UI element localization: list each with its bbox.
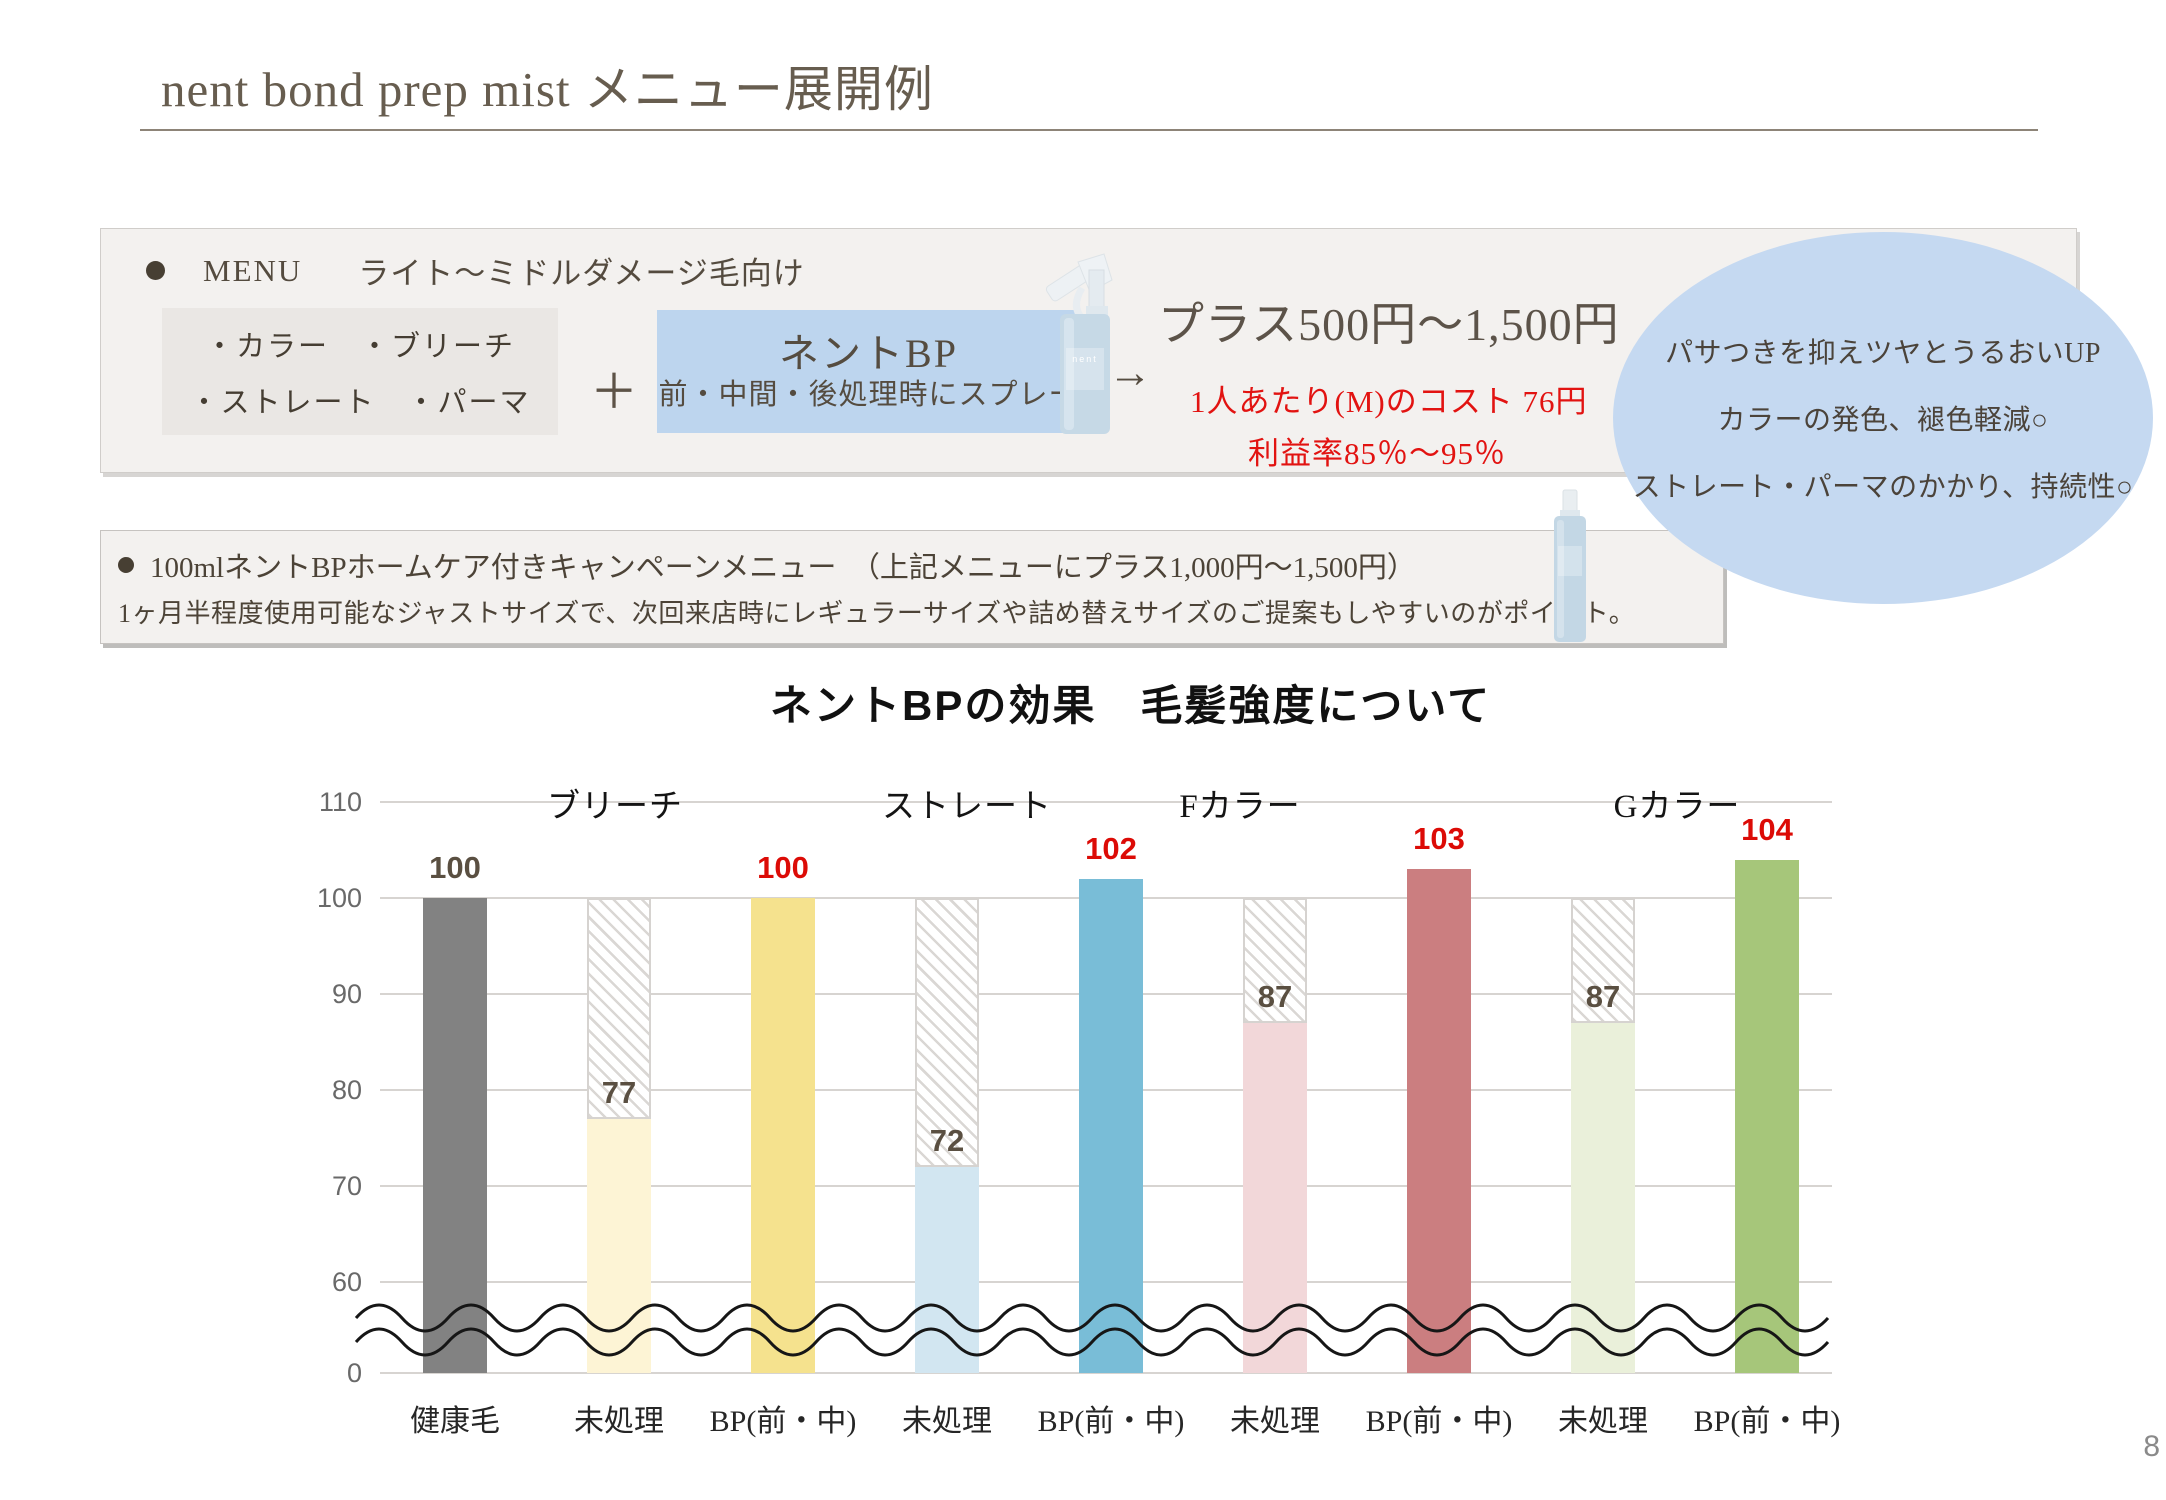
campaign-line-1-row: 100mlネントBPホームケア付きキャンペーンメニュー （上記メニューにプラス1… (118, 544, 1416, 586)
plus-sign: ＋ (590, 366, 639, 419)
y-axis-tick-label: 90 (331, 979, 362, 1009)
chart-bar (587, 1118, 651, 1373)
y-axis-tick-label: 110 (318, 787, 362, 817)
bar-value-label: 87 (1257, 978, 1293, 1014)
chart-bar (1407, 869, 1471, 1373)
x-axis-category-label: 健康毛 (410, 1405, 500, 1438)
x-axis-category-label: 未処理 (902, 1405, 992, 1438)
chart-bar (1243, 1022, 1307, 1373)
arrow-icon: → (1108, 348, 1152, 397)
chart-group-label: ストレート (882, 789, 1052, 825)
x-axis-category-label: BP(前・中) (1037, 1405, 1185, 1438)
menu-heading: MENU (203, 252, 303, 288)
y-axis-tick-label: 100 (316, 883, 362, 913)
y-axis-tick-label: 60 (331, 1267, 362, 1297)
x-axis-category-label: BP(前・中) (709, 1405, 857, 1438)
chart-bar-hatched-loss (1243, 898, 1307, 1023)
y-axis-tick-label: 0 (346, 1358, 362, 1388)
menu-heading-note: ライト～ミドルダメージ毛向け (358, 256, 805, 291)
product-usage: 前・中間・後処理時にスプレー (658, 378, 1079, 411)
title-underline (140, 129, 2038, 131)
gridline (380, 1372, 1832, 1374)
svg-text:nent: nent (1072, 354, 1098, 364)
page-title: nent bond prep mist メニュー展開例 (161, 62, 934, 117)
bar-value-label: 100 (429, 850, 481, 885)
cost-note: 1人あたり(M)のコスト 76円 (1190, 384, 1588, 419)
services-line-1: ・カラー ・ブリーチ (204, 330, 515, 363)
x-axis-category-label: BP(前・中) (1365, 1405, 1513, 1438)
bar-value-label: 87 (1585, 978, 1621, 1014)
bullet-icon (146, 261, 165, 280)
x-axis-category-label: 未処理 (574, 1405, 664, 1438)
chart-bar-hatched-loss (915, 898, 979, 1167)
chart-bar-hatched-loss (1571, 898, 1635, 1023)
product-box: ネントBP 前・中間・後処理時にスプレー (657, 310, 1080, 433)
bar-value-label: 72 (929, 1122, 965, 1158)
y-axis-tick-label: 70 (331, 1171, 362, 1201)
benefit-line-1: パサつきを抑えツヤとうるおいUP (1665, 338, 2101, 369)
profit-note: 利益率85％～95％ (1248, 436, 1506, 471)
benefit-bubble: パサつきを抑えツヤとうるおいUP カラーの発色、褪色軽減○ ストレート・パーマの… (1613, 232, 2153, 604)
x-axis-category-label: 未処理 (1230, 1405, 1320, 1438)
chart-group-label: Gカラー (1613, 789, 1741, 825)
chart-bar-hatched-loss (587, 898, 651, 1119)
bar-value-label: 103 (1413, 821, 1465, 857)
chart-group-label: ブリーチ (547, 789, 683, 825)
chart-bar (1571, 1022, 1635, 1373)
product-name: ネントBP (779, 330, 958, 376)
bar-value-label: 104 (1741, 811, 1793, 847)
benefit-line-2: カラーの発色、褪色軽減○ (1717, 405, 2049, 436)
campaign-box (100, 530, 1724, 644)
x-axis-category-label: BP(前・中) (1693, 1405, 1841, 1438)
bar-value-label: 102 (1085, 830, 1137, 866)
chart-bar (751, 898, 815, 1373)
benefit-line-3: ストレート・パーマのかかり、持続性○ (1632, 472, 2134, 503)
services-box: ・カラー ・ブリーチ ・ストレート ・パーマ (162, 308, 558, 435)
chart-bar (1079, 878, 1143, 1373)
bar-value-label: 77 (601, 1074, 637, 1110)
mini-bottle-image (1554, 489, 1586, 642)
services-line-2: ・ストレート ・パーマ (189, 386, 531, 419)
page-number: 8 (2143, 1430, 2160, 1463)
campaign-line-2: 1ヶ月半程度使用可能なジャストサイズで、次回来店時にレギュラーサイズや詰め替えサ… (118, 599, 1636, 628)
gridline (380, 801, 1832, 803)
axis-break-waves (354, 1303, 1830, 1357)
menu-heading-row: MENU ライト～ミドルダメージ毛向け (146, 248, 805, 293)
chart-bar (1735, 859, 1799, 1373)
chart-group-label: Fカラー (1179, 789, 1301, 825)
x-axis-category-label: 未処理 (1558, 1405, 1648, 1438)
chart-bar (423, 898, 487, 1373)
spray-bottle-image: nent (1045, 253, 1113, 434)
y-axis-tick-label: 80 (331, 1075, 362, 1105)
chart-title: ネントBPの効果 毛髪強度について (770, 682, 1492, 729)
price-range: プラス500円～1,500円 (1158, 299, 1620, 350)
chart-bar (915, 1166, 979, 1373)
campaign-line-1: 100mlネントBPホームケア付きキャンペーンメニュー （上記メニューにプラス1… (150, 552, 1416, 584)
bullet-icon (118, 557, 134, 573)
bar-value-label: 100 (757, 850, 809, 885)
